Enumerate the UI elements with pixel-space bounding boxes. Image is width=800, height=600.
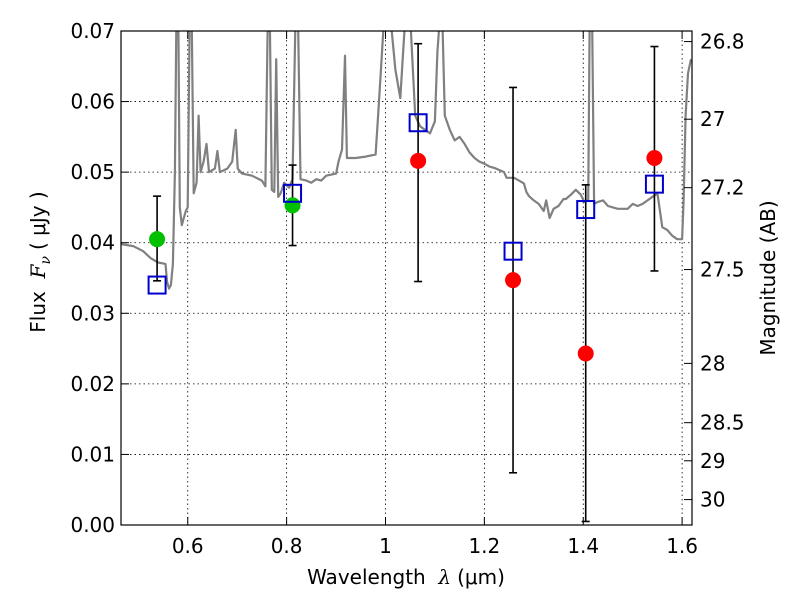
plot-frame — [120, 30, 693, 526]
y-axis-label-symbol: F — [26, 263, 50, 279]
x-tick-label: 0.8 — [271, 534, 303, 558]
y-axis-label-prefix: Flux — [26, 278, 50, 332]
right-tick-label: 26.8 — [700, 30, 745, 54]
right-tick-label: 29 — [700, 449, 725, 473]
data-point-circle — [577, 345, 594, 362]
right-tick-labels: 26.8 27 27.2 27.5 28 28.5 29 30 — [700, 30, 745, 512]
data-point-circle — [646, 150, 663, 167]
x-axis-label-unit: (μm) — [457, 565, 505, 589]
model-spectrum-layer — [121, 31, 692, 290]
x-tick-label: 1.2 — [468, 534, 500, 558]
y-tick-label: 0.04 — [70, 231, 115, 255]
y-tick-label: 0.01 — [70, 442, 115, 466]
x-tick-label: 0.6 — [172, 534, 204, 558]
y-tick-label: 0.07 — [70, 19, 115, 43]
y-tick-label: 0.05 — [70, 160, 115, 184]
x-axis-label-prefix: Wavelength — [307, 565, 438, 589]
data-point-circle — [284, 197, 301, 214]
data-point-square — [147, 275, 167, 295]
y-axis-label: Flux Fν ( μJy ) — [26, 191, 54, 332]
right-tick-label: 30 — [700, 488, 725, 512]
right-tick-label: 27.5 — [700, 258, 745, 282]
x-tick-label: 1.6 — [666, 534, 698, 558]
right-tick-label: 28 — [700, 351, 725, 375]
x-axis-label: Wavelength λ (μm) — [307, 565, 505, 589]
data-point-circle — [410, 152, 427, 169]
right-tick-label: 27 — [700, 107, 725, 131]
tick-marks — [121, 30, 692, 526]
x-tick-label: 1.4 — [567, 534, 599, 558]
right-axis-label: Magnitude (AB) — [756, 200, 780, 355]
y-tick-label: 0.03 — [70, 301, 115, 325]
y-axis-label-unit: ( μJy ) — [26, 191, 50, 250]
y-tick-label: 0.06 — [70, 90, 115, 114]
plot-background — [121, 31, 692, 525]
y-tick-labels: 0.00 0.01 0.02 0.03 0.04 0.05 0.06 0.07 — [70, 19, 115, 537]
y-tick-label: 0.02 — [70, 372, 115, 396]
data-point-square — [576, 200, 596, 220]
x-tick-label: 1 — [379, 534, 392, 558]
data-point-circle — [149, 231, 166, 248]
markers-layer — [147, 113, 664, 362]
data-point-square — [408, 113, 428, 133]
right-tick-label: 27.2 — [700, 176, 745, 200]
data-point-square — [503, 241, 523, 261]
right-tick-label: 28.5 — [700, 411, 745, 435]
data-point-circle — [505, 272, 522, 289]
data-point-square — [644, 174, 664, 194]
x-axis-label-symbol: λ — [437, 565, 451, 589]
x-tick-labels: 0.6 0.8 1 1.2 1.4 1.6 — [172, 534, 698, 558]
y-axis-label-sub: ν — [38, 256, 54, 265]
y-tick-label: 0.00 — [70, 513, 115, 537]
data-point-square — [283, 183, 303, 203]
model-spectrum-line — [121, 31, 692, 290]
